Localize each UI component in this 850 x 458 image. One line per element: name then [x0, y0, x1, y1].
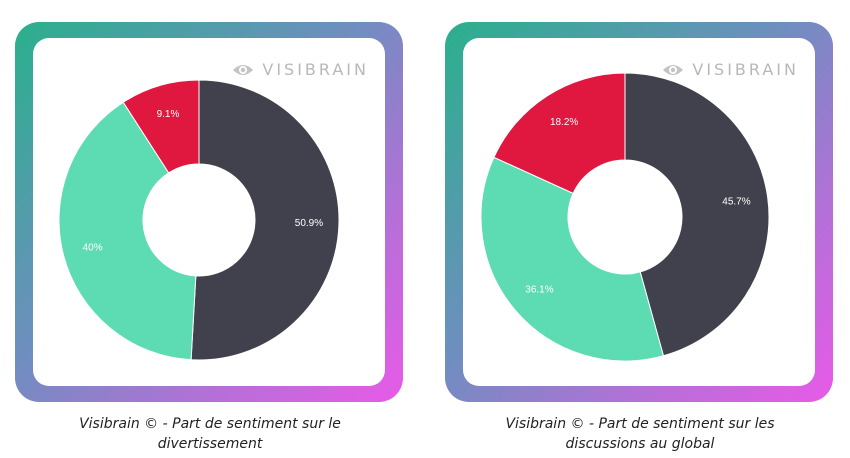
donut-slice-0	[624, 72, 770, 357]
slice-label-1: 40%	[83, 243, 103, 254]
donut-slice-2	[122, 79, 200, 174]
slice-label-2: 9.1%	[157, 109, 180, 120]
brand-name: VISIBRAIN	[262, 60, 369, 79]
brand-logo: VISIBRAIN	[232, 60, 369, 79]
donut-slice-1	[480, 156, 665, 362]
eye-icon	[663, 64, 684, 75]
donut-slice-1	[58, 101, 197, 361]
slice-label-0: 45.7%	[722, 196, 750, 207]
eye-icon	[233, 64, 254, 75]
caption-line-2: discussions au global	[565, 436, 715, 452]
slice-label-1: 36.1%	[525, 285, 553, 296]
brand-logo: VISIBRAIN	[662, 60, 799, 79]
chart-panel-entertainment: VISIBRAIN 50.9% 40% 9.1% Visibrain © - Par…	[15, 0, 405, 458]
brand-name: VISIBRAIN	[692, 60, 799, 79]
gradient-frame: VISIBRAIN 50.9% 40% 9.1%	[15, 22, 403, 402]
donut-chart: 45.7% 36.1% 18.2%	[480, 72, 770, 362]
slice-label-0: 50.9%	[295, 218, 323, 229]
caption-line-2: divertissement	[157, 436, 263, 452]
caption-line-1: Visibrain © - Part de sentiment sur les	[505, 416, 775, 432]
donut-slice-2	[493, 72, 626, 195]
gradient-frame: VISIBRAIN 45.7% 36.1% 18.2%	[445, 22, 833, 402]
slice-label-2: 18.2%	[550, 117, 578, 128]
chart-card: VISIBRAIN 45.7% 36.1% 18.2%	[463, 38, 815, 386]
chart-card: VISIBRAIN 50.9% 40% 9.1%	[33, 38, 385, 386]
donut-slice-0	[190, 79, 340, 361]
donut-chart: 50.9% 40% 9.1%	[58, 79, 340, 361]
caption-line-1: Visibrain © - Part de sentiment sur le	[79, 416, 341, 432]
chart-caption: Visibrain © - Part de sentiment sur les …	[445, 414, 835, 454]
chart-caption: Visibrain © - Part de sentiment sur le d…	[15, 414, 405, 454]
chart-panel-global: VISIBRAIN 45.7% 36.1% 18.2% Visibrain © - …	[445, 0, 835, 458]
